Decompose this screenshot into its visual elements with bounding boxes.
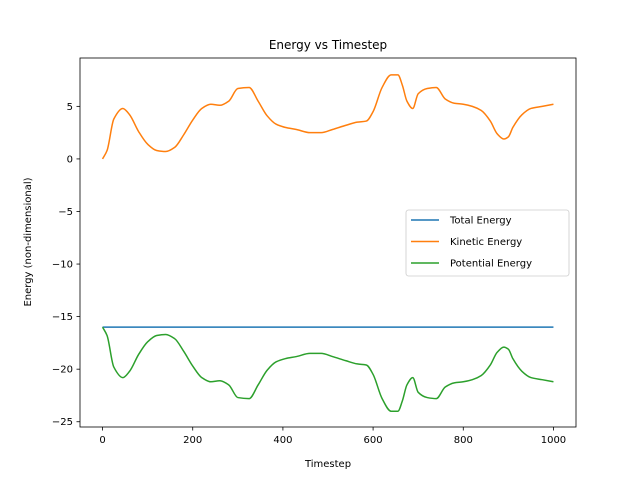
chart-title: Energy vs Timestep [269, 38, 387, 52]
x-tick-label: 600 [364, 435, 383, 446]
legend-label-kinetic-energy: Kinetic Energy [450, 237, 522, 248]
y-tick-label: 0 [67, 154, 73, 165]
y-tick-label: −15 [52, 312, 73, 323]
y-axis-ticks: −25 −20 −15 −10 −5 0 5 [52, 102, 80, 428]
legend-box [405, 209, 570, 277]
x-tick-label: 800 [454, 435, 473, 446]
plot-frame [79, 57, 577, 428]
y-tick-label: −10 [52, 260, 73, 271]
y-tick-label: 5 [67, 102, 73, 113]
series-line-kinetic-energy [101, 74, 554, 160]
y-tick-label: −25 [52, 417, 73, 428]
x-tick-label: 1000 [541, 435, 566, 446]
x-tick-label: 0 [99, 435, 105, 446]
x-axis-ticks: 0 200 400 600 800 1000 [99, 427, 566, 446]
x-tick-label: 200 [183, 435, 202, 446]
legend-label-potential-energy: Potential Energy [450, 259, 532, 270]
x-axis-label: Timestep [304, 459, 351, 470]
x-tick-label: 400 [273, 435, 292, 446]
plot-lines [101, 74, 554, 412]
y-tick-label: −5 [58, 207, 73, 218]
legend: Total Energy Kinetic Energy Potential Ener… [405, 209, 570, 277]
legend-label-total-energy: Total Energy [449, 216, 512, 227]
series-line-potential-energy [101, 326, 554, 412]
y-tick-label: −20 [52, 365, 73, 376]
y-axis-label: Energy (non-dimensional) [23, 177, 34, 306]
